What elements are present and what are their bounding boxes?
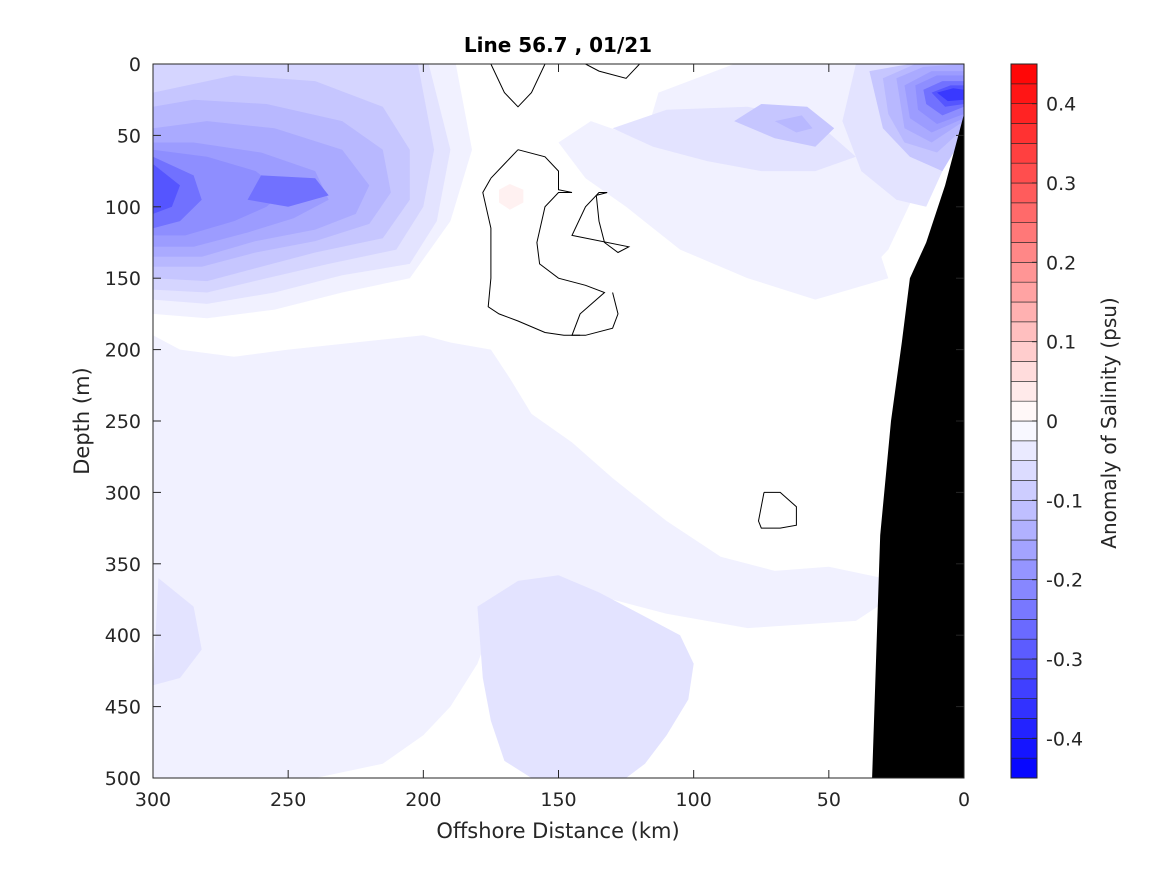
x-tick-label: 100 [676,789,712,811]
colorbar-band [1010,678,1038,699]
colorbar-band [1010,400,1038,422]
colorbar-band [1010,361,1038,382]
colorbar-label: Anomaly of Salinity (psu) [1097,297,1121,548]
zero-contour [490,149,519,179]
colorbar-band [1010,519,1038,541]
x-tick-label: 200 [405,789,441,811]
bathymetry-layer [872,114,964,778]
colorbar-band [1010,599,1038,620]
colorbar-tick-label: -0.3 [1046,649,1083,671]
y-axis-label: Depth (m) [70,367,94,474]
colorbar-band [1010,242,1038,263]
x-tick-label: 50 [817,789,841,811]
colorbar-band [1010,619,1038,640]
colorbar-tick-label: 0.2 [1046,252,1076,274]
colorbar-band [1010,638,1038,660]
colorbar-band [1010,123,1038,144]
x-tick-label: 150 [540,789,576,811]
colorbar-band [1010,262,1038,283]
colorbar-ticks: 0.4 0.3 0.2 0.1 0 -0.1 -0.2 -0.3 -0.4 [1032,94,1083,750]
plot-area: 300 250 200 150 100 50 0 050100150200250300350… [105,54,970,811]
y-tick-label: 50 [117,125,141,147]
zero-contour [482,177,581,336]
colorbar-band [1010,440,1038,461]
colorbar-tick-label: 0.4 [1046,94,1076,116]
salinity-band [247,175,329,207]
salinity-band [153,164,180,214]
colorbar-band [1010,182,1038,204]
colorbar-band [1010,381,1038,402]
colorbar-band [1010,460,1038,481]
colorbar-tick-label: -0.4 [1046,728,1083,750]
colorbar-band [1010,539,1038,561]
colorbar-band [1010,658,1038,680]
colorbar-band [1010,83,1038,104]
salinity-band [153,335,889,778]
colorbar-band [1010,281,1038,303]
colorbar-band [1010,162,1038,184]
colorbar: 0.4 0.3 0.2 0.1 0 -0.1 -0.2 -0.3 -0.4 [1010,63,1083,779]
x-tick-label: 250 [270,789,306,811]
y-tick-label: 200 [105,340,141,362]
y-tick-label: 450 [105,697,141,719]
y-tick-label: 250 [105,411,141,433]
seafloor-mask [872,114,964,778]
colorbar-band [1010,143,1038,164]
x-tick-label: 0 [958,789,970,811]
zero-contour-lines [482,64,797,529]
y-tick-label: 0 [129,54,141,76]
colorbar-band [1010,757,1038,779]
zero-contour [490,64,546,108]
salinity-band [153,578,202,686]
colorbar-band [1010,321,1038,342]
colorbar-tick-label: -0.2 [1046,570,1083,592]
zero-contour [517,149,619,336]
colorbar-band [1010,559,1038,580]
colorbar-band [1010,341,1038,362]
y-axis-ticks: 0 50 100 150 200 250 300 350 400 450 500 [105,54,964,790]
zero-contour [571,192,631,254]
colorbar-band [1010,63,1038,85]
colorbar-tick-label: 0 [1046,411,1058,433]
colorbar-band [1010,698,1038,719]
y-tick-label: 100 [105,197,141,219]
y-tick-label: 150 [105,268,141,290]
salinity-band [937,88,964,102]
salinity-band [774,115,813,133]
y-tick-label: 500 [105,768,141,790]
salinity-contour-fills [153,64,964,778]
colorbar-band [1010,202,1038,223]
colorbar-band [1010,500,1038,521]
colorbar-band [1010,718,1038,739]
x-axis-ticks: 300 250 200 150 100 50 0 [135,64,970,811]
colorbar-band [1010,480,1038,501]
colorbar-band [1010,301,1038,323]
y-tick-label: 350 [105,554,141,576]
zero-contour [757,491,797,529]
y-tick-label: 400 [105,625,141,647]
colorbar-band [1010,103,1038,124]
colorbar-tick-label: 0.1 [1046,332,1076,354]
chart-title: Line 56.7 , 01/21 [464,33,652,57]
x-tick-label: 300 [135,789,171,811]
colorbar-band [1010,579,1038,600]
salinity-band [499,184,524,210]
colorbar-tick-label: 0.3 [1046,173,1076,195]
y-tick-label: 300 [105,482,141,504]
colorbar-tick-label: -0.1 [1046,490,1083,512]
colorbar-band [1010,420,1038,442]
x-axis-label: Offshore Distance (km) [436,819,679,843]
salinity-band [477,575,694,778]
colorbar-band [1010,738,1038,759]
colorbar-band [1010,222,1038,243]
zero-contour [585,64,640,79]
